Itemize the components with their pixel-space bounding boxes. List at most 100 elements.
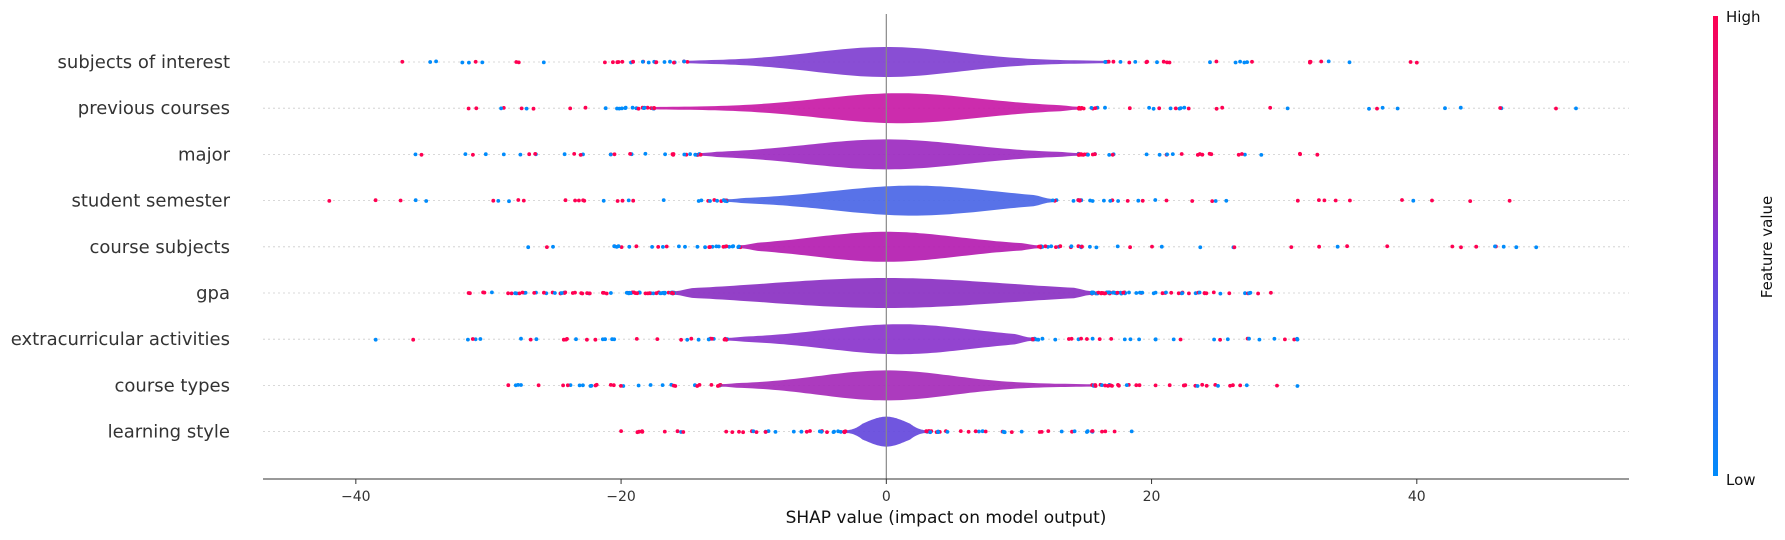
shap-point [373, 337, 378, 342]
shap-point [1458, 105, 1463, 110]
shap-point [519, 336, 523, 341]
shap-point [724, 244, 729, 249]
shap-point [1050, 198, 1055, 203]
shap-point [966, 429, 971, 434]
shap-point [1178, 337, 1183, 342]
shap-point [1269, 290, 1273, 295]
shap-point [542, 290, 546, 295]
shap-point [1151, 106, 1156, 111]
shap-point [1093, 106, 1098, 110]
shap-point [958, 429, 963, 433]
shap-point [1168, 106, 1173, 111]
shap-point [1182, 105, 1187, 110]
shap-point [1430, 198, 1434, 203]
shap-point [716, 244, 721, 249]
shap-point [1127, 106, 1132, 111]
shap-point [468, 291, 472, 296]
shap-point [573, 198, 577, 203]
shap-point [1077, 152, 1081, 157]
shap-point [568, 106, 573, 111]
shap-point [673, 384, 678, 388]
shap-point [1242, 60, 1247, 65]
shap-point [1247, 336, 1251, 341]
shap-point [623, 106, 628, 110]
shap-point [715, 198, 719, 203]
shap-point [685, 337, 690, 342]
shap-point [1153, 198, 1158, 202]
shap-point [1134, 291, 1139, 295]
shap-point [524, 106, 529, 111]
x-tick-label: −40 [341, 489, 371, 505]
x-tick-label: 0 [882, 489, 891, 505]
feature-label: gpa [196, 283, 230, 304]
shap-point [1080, 244, 1084, 249]
shap-point [842, 430, 847, 435]
shap-point [737, 244, 741, 249]
shap-point [1348, 198, 1352, 203]
shap-point [419, 152, 424, 157]
shap-point [1236, 152, 1241, 157]
shap-point [634, 337, 639, 341]
shap-point [808, 429, 812, 433]
shap-point [612, 152, 617, 157]
shap-point [1090, 291, 1094, 296]
shap-point [754, 430, 759, 434]
shap-point [574, 337, 578, 342]
shap-point [710, 336, 714, 341]
shap-point [506, 291, 510, 296]
shap-point [1122, 337, 1127, 342]
shap-point [1121, 290, 1126, 295]
shap-point [604, 291, 609, 296]
shap-point [838, 430, 843, 434]
shap-point [1347, 60, 1352, 65]
shap-point [562, 152, 567, 157]
x-ticks: −40 −20 0 20 40 [341, 479, 1426, 505]
shap-point [977, 429, 981, 434]
shap-point [1140, 198, 1145, 203]
violin-5 [674, 278, 1092, 308]
shap-point [731, 244, 736, 249]
shap-point [685, 60, 690, 64]
shap-point [945, 430, 950, 434]
shap-point [1250, 59, 1254, 64]
point-layer [327, 59, 1578, 435]
shap-point [327, 199, 332, 203]
shap-point [506, 383, 511, 388]
shap-point [1124, 383, 1129, 387]
violin-1 [654, 93, 1079, 124]
shap-point [723, 199, 727, 203]
shap-point [924, 429, 929, 434]
shap-point [973, 429, 978, 434]
shap-point [1137, 383, 1142, 388]
shap-point [578, 153, 583, 157]
shap-point [721, 244, 726, 249]
shap-point [791, 429, 796, 434]
shap-point [716, 384, 720, 388]
shap-point [1019, 429, 1024, 434]
shap-point [1088, 244, 1092, 249]
shap-point [1333, 198, 1338, 203]
shap-point [460, 60, 465, 65]
shap-point [1257, 337, 1262, 342]
shap-point [1107, 153, 1112, 157]
shap-point [1187, 291, 1191, 296]
shap-point [1195, 384, 1200, 388]
shap-point [1102, 198, 1106, 203]
shap-point [1144, 152, 1149, 157]
shap-point [1200, 382, 1205, 387]
shap-point [551, 244, 555, 249]
shap-point [620, 59, 625, 64]
shap-point [980, 429, 985, 434]
violin-7 [720, 370, 1092, 401]
shap-point [1259, 153, 1264, 157]
shap-point [1443, 106, 1447, 111]
shap-point [1079, 336, 1083, 341]
shap-point [703, 245, 707, 250]
shap-point [1129, 429, 1134, 434]
shap-point [585, 337, 589, 342]
shap-point [654, 291, 659, 296]
shap-point [1214, 59, 1219, 64]
shap-point [1212, 337, 1216, 342]
